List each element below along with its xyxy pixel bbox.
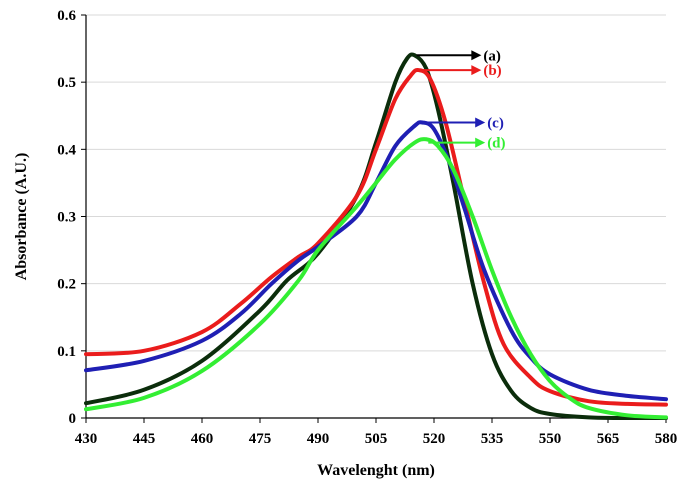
series-line-d	[84, 137, 668, 420]
y-axis-ticks: 0 0.1 0.2 0.3 0.4 0.5 0.6	[57, 8, 86, 427]
x-tick-label: 505	[365, 431, 388, 447]
x-axis-title: Wavelenght (nm)	[317, 462, 435, 479]
y-tick-label: 0.5	[57, 75, 76, 91]
grid	[86, 14, 666, 352]
series-label-arrow-b	[420, 65, 482, 76]
x-tick-label: 580	[655, 431, 678, 447]
series-label-b: (b)	[483, 63, 501, 79]
series-label-arrow-a	[416, 50, 482, 61]
series-line-b	[84, 67, 668, 407]
series-label-a: (a)	[483, 48, 501, 64]
x-tick-label: 475	[249, 431, 272, 447]
series-label-arrow-c	[424, 117, 486, 128]
series-label-d: (d)	[487, 136, 505, 152]
series-label-c: (c)	[487, 115, 504, 131]
y-tick-label: 0.2	[57, 277, 76, 293]
x-tick-label: 460	[191, 431, 214, 447]
series-label-arrow-d	[428, 137, 486, 148]
y-tick-label: 0.4	[57, 142, 76, 158]
y-tick-label: 0.3	[57, 210, 76, 226]
series-curves	[84, 52, 668, 421]
y-tick-label: 0.1	[57, 344, 76, 360]
x-axis-ticks: 430 445 460 475 490 505 520 535 550 565 580	[75, 418, 678, 447]
x-tick-label: 535	[481, 431, 504, 447]
y-tick-label: 0.6	[57, 8, 76, 24]
x-tick-label: 490	[307, 431, 330, 447]
x-tick-label: 550	[539, 431, 562, 447]
x-tick-label: 520	[423, 431, 446, 447]
series-labels: (a)(b) (c) (d)	[416, 48, 506, 152]
y-axis-title: Absorbance (A.U.)	[13, 153, 30, 281]
x-tick-label: 565	[597, 431, 620, 447]
y-tick-label: 0	[69, 411, 77, 427]
x-tick-label: 445	[133, 431, 156, 447]
x-tick-label: 430	[75, 431, 98, 447]
series-line-c	[84, 120, 668, 402]
series-line-a	[84, 52, 668, 421]
